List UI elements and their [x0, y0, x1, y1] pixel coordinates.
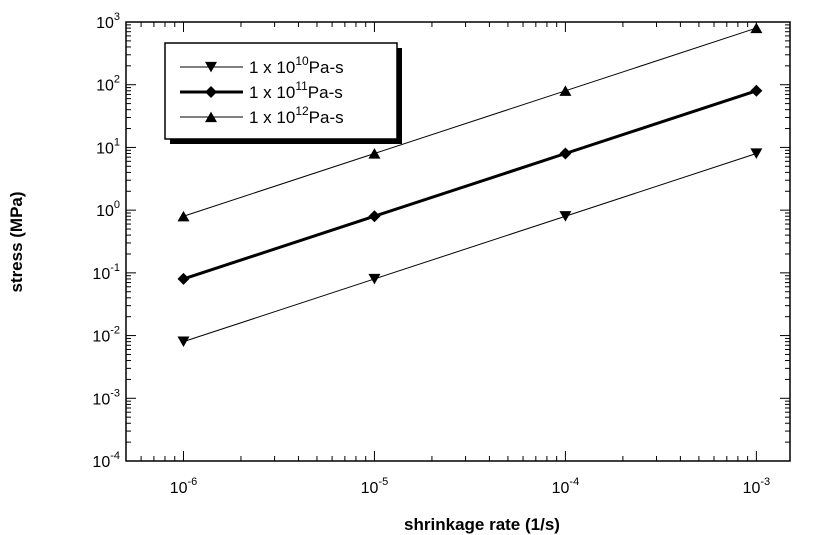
data-point-triangle-up: [368, 148, 381, 159]
data-point-diamond: [559, 147, 572, 160]
legend-label: 1 x 1010Pa-s: [249, 54, 344, 77]
ticks: 10-6 10-5 10-4 10-3 10-4 10-3 10-2 10-1 100 101 10…: [92, 11, 790, 497]
data-point-triangle-down: [368, 273, 381, 285]
data-point-diamond: [368, 210, 381, 223]
legend-label: 1 x 1012Pa-s: [249, 104, 344, 127]
data-point-triangle-up: [177, 210, 190, 222]
data-point-triangle-up: [559, 85, 572, 96]
plot-border: [125, 21, 791, 462]
legend-label: 1 x 1011Pa-s: [249, 79, 343, 102]
series-line: [183, 89, 757, 281]
legend: 1 x 1010Pa-s1 x 1011Pa-s1 x 1012Pa-s: [164, 42, 402, 144]
plot-frame: [125, 21, 791, 462]
y-tick-label: 101: [96, 136, 120, 157]
series-layer: [177, 22, 763, 348]
x-tick-label: 10-3: [743, 476, 771, 497]
y-tick-label: 102: [96, 74, 120, 95]
data-point-triangle-down: [559, 211, 572, 222]
y-tick-label: 10-1: [92, 262, 120, 283]
data-point-diamond: [750, 84, 763, 97]
y-tick-label: 100: [96, 199, 120, 220]
data-point-triangle-up: [205, 111, 217, 123]
series-10: [177, 148, 763, 348]
x-tick-label: 10-5: [361, 476, 389, 497]
x-tick-label: 10-6: [170, 476, 198, 497]
data-point-triangle-down: [205, 61, 217, 73]
y-axis-title: stress (MPa): [7, 191, 26, 292]
series-line: [183, 27, 757, 217]
y-tick-label: 10-3: [92, 387, 120, 408]
data-point-triangle-down: [750, 148, 763, 159]
x-tick-label: 10-4: [552, 476, 580, 497]
x-axis-title: shrinkage rate (1/s): [404, 515, 560, 534]
data-point-triangle-down: [177, 336, 190, 348]
y-tick-label: 10-4: [92, 450, 120, 471]
y-tick-label: 10-2: [92, 325, 120, 346]
data-point-triangle-up: [750, 22, 763, 34]
y-tick-label: 103: [96, 11, 120, 32]
series-line: [183, 153, 757, 343]
series-12: [177, 22, 763, 222]
series-11: [177, 84, 763, 285]
data-point-diamond: [205, 86, 217, 98]
data-point-diamond: [177, 272, 190, 285]
